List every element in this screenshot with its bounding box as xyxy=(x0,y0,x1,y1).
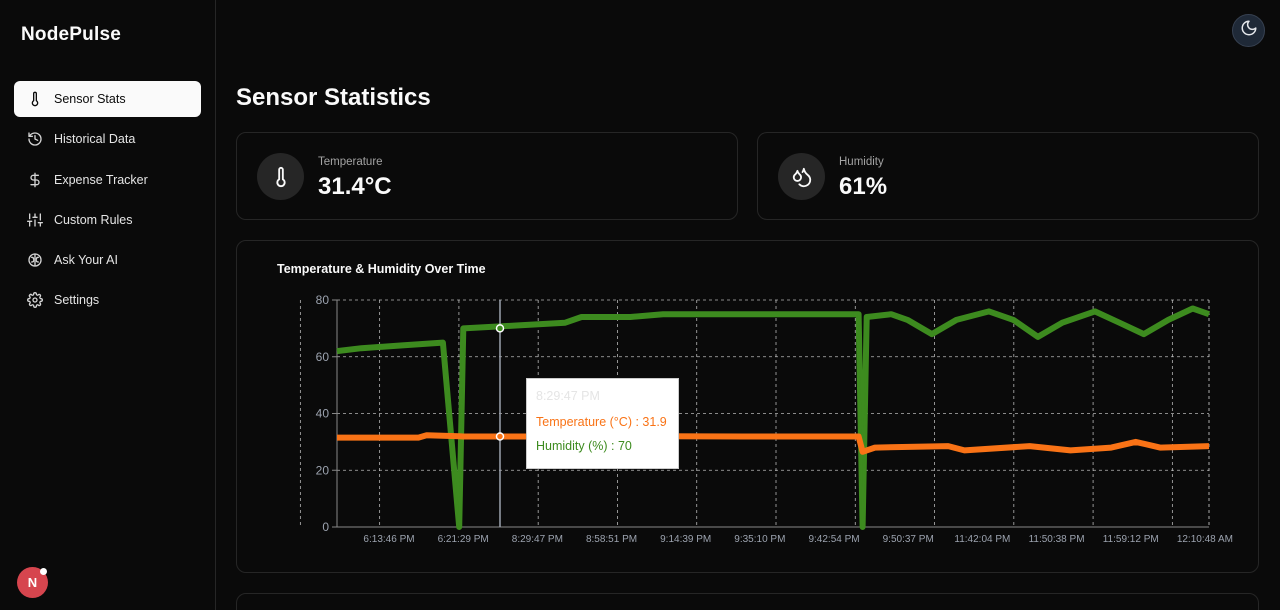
thermometer-icon xyxy=(26,90,44,108)
x-tick-label: 8:58:51 PM xyxy=(586,534,637,545)
gear-icon xyxy=(26,291,44,309)
history-icon xyxy=(26,130,44,148)
temperature-card: Temperature 31.4°C xyxy=(236,132,738,220)
brain-icon xyxy=(26,251,44,269)
y-tick-label: 40 xyxy=(316,407,330,421)
y-tick-label: 60 xyxy=(316,350,330,364)
thermometer-icon xyxy=(257,153,304,200)
tooltip-temperature: Temperature (°C) : 31.9 xyxy=(536,415,667,429)
tooltip-humidity: Humidity (%) : 70 xyxy=(536,439,632,453)
series-line-thin xyxy=(336,307,1210,528)
x-tick-label: 9:14:39 PM xyxy=(660,534,711,545)
temperature-value: 31.4°C xyxy=(318,173,392,200)
dollar-icon xyxy=(26,171,44,189)
chart-tooltip: 8:29:47 PM Temperature (°C) : 31.9 Humid… xyxy=(526,378,679,469)
x-tick-label: 9:50:37 PM xyxy=(883,534,934,545)
hover-marker-humidity xyxy=(495,324,505,333)
brand-title: NodePulse xyxy=(21,24,121,45)
sidebar-item-label: Expense Tracker xyxy=(54,172,148,187)
sidebar-item-settings[interactable]: Settings xyxy=(14,282,201,318)
y-tick-label: 0 xyxy=(322,520,329,534)
theme-toggle-button[interactable] xyxy=(1232,14,1265,47)
sidebar-item-ask-your-ai[interactable]: Ask Your AI xyxy=(14,242,201,278)
sidebar-item-label: Custom Rules xyxy=(54,212,133,227)
humidity-value: 61% xyxy=(839,173,888,200)
moon-icon xyxy=(1240,19,1258,42)
chart-title: Temperature & Humidity Over Time xyxy=(277,262,486,276)
sidebar-item-label: Historical Data xyxy=(54,132,136,147)
sidebar-item-historical-data[interactable]: Historical Data xyxy=(14,121,201,157)
humidity-card: Humidity 61% xyxy=(757,132,1259,220)
chart-card: Temperature & Humidity Over Time 0 20 40 60… xyxy=(236,240,1259,573)
sidebar: NodePulse Sensor Stats Historical Data E… xyxy=(0,0,216,610)
sidebar-item-label: Ask Your AI xyxy=(54,253,118,268)
series-line xyxy=(336,305,1210,530)
avatar-status-dot xyxy=(40,568,47,575)
x-tick-label: 6:21:29 PM xyxy=(438,534,489,545)
series-line-thin xyxy=(337,434,1210,453)
secondary-card xyxy=(236,593,1259,610)
humidity-label: Humidity xyxy=(839,156,884,168)
sidebar-nav: Sensor Stats Historical Data Expense Tra… xyxy=(14,81,201,323)
x-tick-label: 9:42:54 PM xyxy=(808,534,859,545)
sidebar-item-label: Sensor Stats xyxy=(54,92,126,106)
page-title: Sensor Statistics xyxy=(236,84,431,111)
y-tick-label: 20 xyxy=(316,463,330,477)
hover-marker-temperature xyxy=(495,432,505,441)
droplets-icon xyxy=(778,153,825,200)
x-tick-label: 6:13:46 PM xyxy=(363,534,414,545)
x-tick-label: 11:59:12 PM xyxy=(1103,534,1159,545)
sliders-icon xyxy=(26,211,44,229)
tooltip-time: 8:29:47 PM xyxy=(536,389,600,403)
x-tick-label: 11:42:04 PM xyxy=(954,534,1010,545)
x-tick-label: 11:50:38 PM xyxy=(1029,534,1085,545)
sidebar-item-sensor-stats[interactable]: Sensor Stats xyxy=(14,81,201,117)
x-tick-label: 12:10:48 AM xyxy=(1177,534,1233,545)
sidebar-item-custom-rules[interactable]: Custom Rules xyxy=(14,202,201,238)
sidebar-item-label: Settings xyxy=(54,293,100,308)
y-tick-label: 80 xyxy=(316,293,330,307)
x-tick-label: 8:29:47 PM xyxy=(512,534,563,545)
temperature-label: Temperature xyxy=(318,156,383,168)
x-tick-label: 9:35:10 PM xyxy=(734,534,785,545)
sidebar-item-expense-tracker[interactable]: Expense Tracker xyxy=(14,162,201,198)
